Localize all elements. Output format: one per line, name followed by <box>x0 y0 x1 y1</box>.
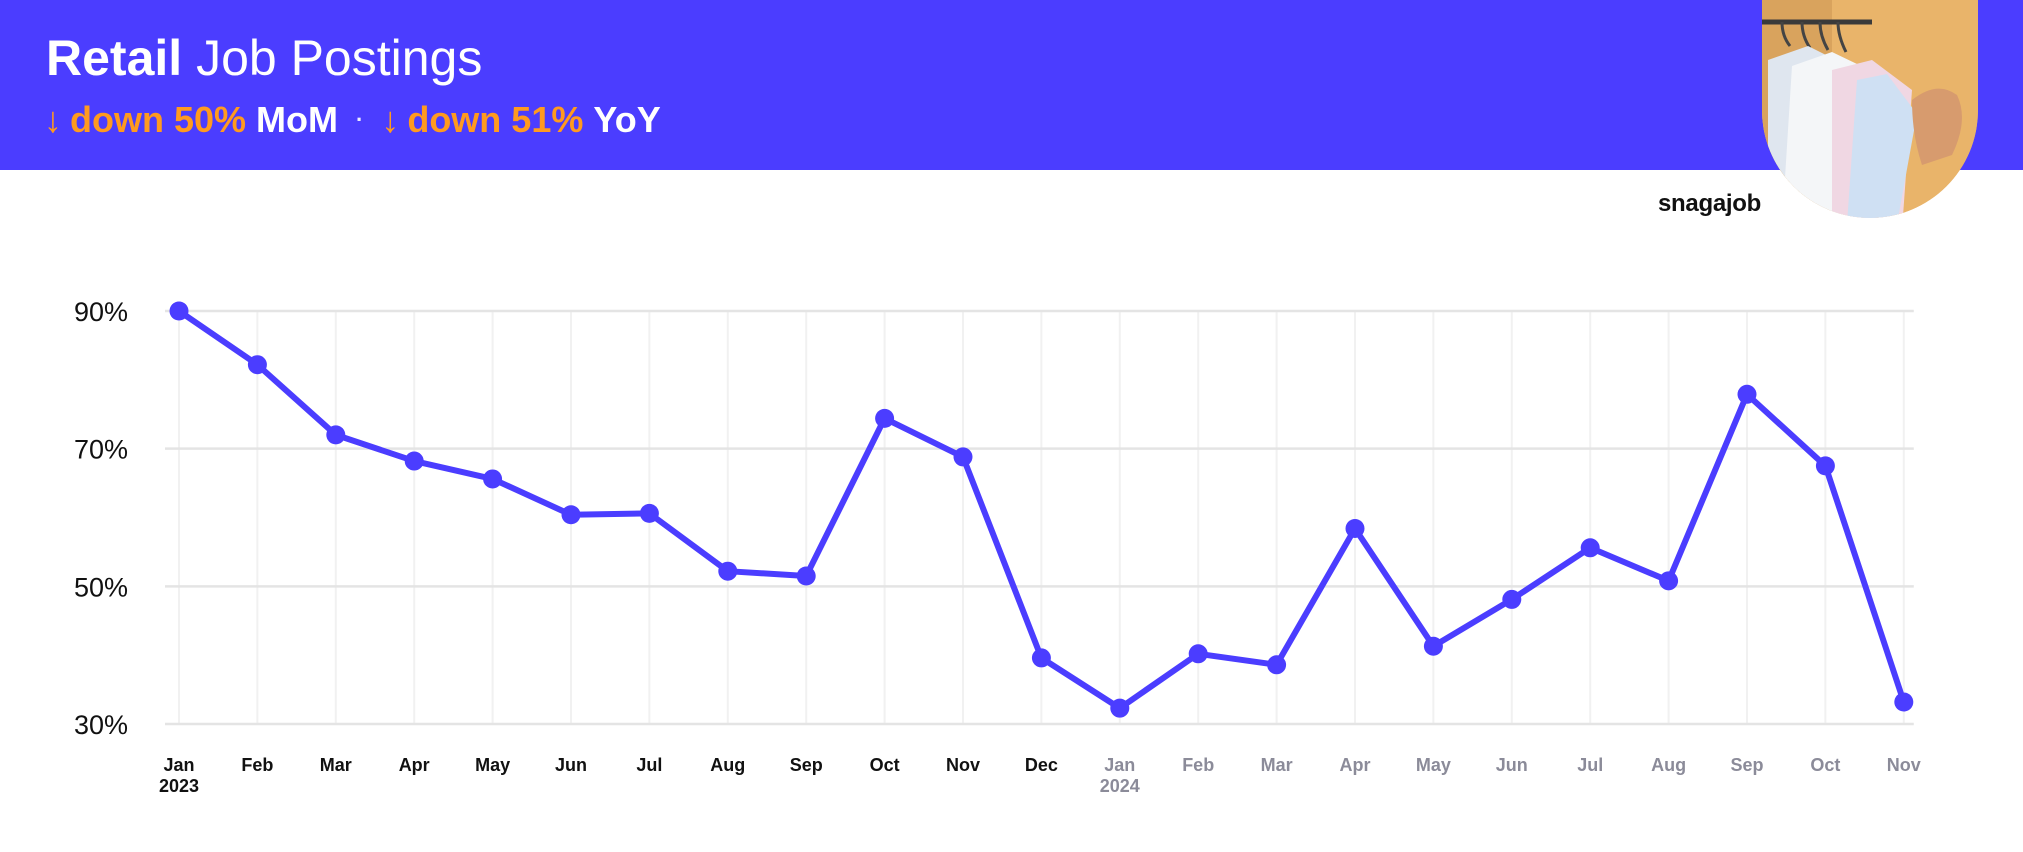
data-point <box>1267 655 1287 675</box>
x-tick-label: Jan <box>163 755 194 775</box>
x-tick-label: Mar <box>1261 755 1293 775</box>
data-point <box>1188 644 1208 664</box>
y-tick-label: 70% <box>74 435 128 465</box>
x-tick-label: Mar <box>320 755 352 775</box>
data-point <box>1110 698 1130 718</box>
data-point <box>1031 648 1051 668</box>
data-point <box>1502 589 1522 609</box>
x-tick-label: Oct <box>870 755 900 775</box>
data-point <box>1894 692 1914 712</box>
x-tick-label: Jan <box>1104 755 1135 775</box>
x-tick-label: Nov <box>1887 755 1921 775</box>
data-point <box>1737 384 1757 404</box>
data-point <box>796 566 816 586</box>
x-tick-label: May <box>475 755 510 775</box>
x-tick-label: Sep <box>790 755 823 775</box>
x-tick-label: May <box>1416 755 1451 775</box>
x-tick-label: Jul <box>636 755 662 775</box>
data-point <box>875 408 895 428</box>
x-tick-label: Jun <box>555 755 587 775</box>
data-point <box>1580 538 1600 558</box>
x-tick-label: Nov <box>946 755 980 775</box>
x-tick-label: Aug <box>710 755 745 775</box>
x-tick-label: Apr <box>399 755 430 775</box>
yoy-value: down 51% <box>407 99 584 140</box>
x-tick-year-label: 2024 <box>1100 776 1140 796</box>
yoy-stat: ↓ down 51% YoY <box>381 98 660 142</box>
y-tick-label: 30% <box>74 710 128 740</box>
x-tick-label: Sep <box>1730 755 1763 775</box>
x-tick-label: Feb <box>241 755 273 775</box>
mom-stat: ↓ down 50% MoM <box>44 98 338 142</box>
data-point <box>247 355 267 375</box>
x-tick-label: Feb <box>1182 755 1214 775</box>
data-point <box>639 503 659 523</box>
y-tick-label: 50% <box>74 572 128 602</box>
mom-value: down 50% <box>70 99 247 140</box>
title-bold: Retail <box>46 30 183 86</box>
data-point <box>561 505 581 525</box>
data-point <box>1659 571 1679 591</box>
data-point <box>1345 519 1365 539</box>
data-point <box>718 561 738 581</box>
data-point <box>169 301 189 321</box>
mom-period: MoM <box>256 99 338 140</box>
stats-line: ↓ down 50% MoM · ↓ down 51% YoY <box>44 98 661 142</box>
down-arrow-icon: ↓ <box>381 99 400 140</box>
y-tick-label: 90% <box>74 297 128 327</box>
down-arrow-icon: ↓ <box>44 99 62 140</box>
title-light: Job Postings <box>196 30 483 86</box>
data-point <box>483 469 503 489</box>
x-tick-label: Oct <box>1810 755 1840 775</box>
clothing-rack-photo <box>1762 0 1978 218</box>
x-tick-label: Jun <box>1496 755 1528 775</box>
separator-dot: · <box>356 107 364 132</box>
data-point <box>953 447 973 467</box>
x-tick-label: Jul <box>1577 755 1603 775</box>
header-banner: Retail Job Postings ↓ down 50% MoM · ↓ d… <box>0 0 2023 170</box>
data-point <box>1423 636 1443 656</box>
x-tick-year-label: 2023 <box>159 776 199 796</box>
data-point <box>1815 456 1835 476</box>
data-point <box>326 425 346 445</box>
x-tick-label: Aug <box>1651 755 1686 775</box>
brand-logo: snagajob <box>1658 190 1761 217</box>
page-title: Retail Job Postings <box>46 28 482 88</box>
yoy-period: YoY <box>593 99 661 140</box>
x-tick-label: Dec <box>1025 755 1058 775</box>
x-tick-label: Apr <box>1340 755 1371 775</box>
data-point <box>404 451 424 471</box>
